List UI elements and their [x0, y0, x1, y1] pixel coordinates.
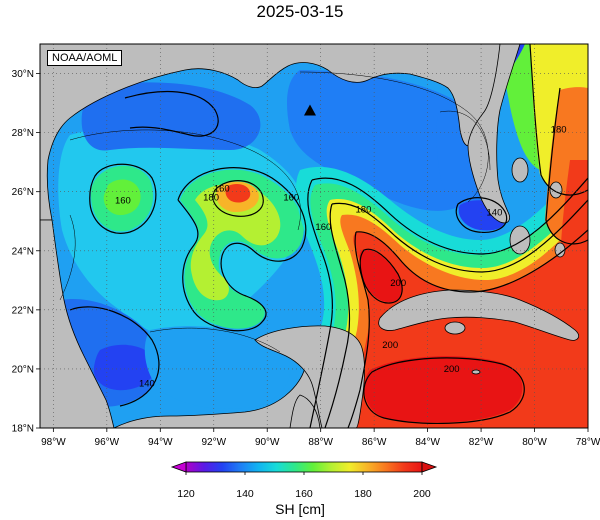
lat-tick-label: 20°N: [12, 364, 34, 375]
contour-160-loop-south: [307, 179, 333, 428]
southwest-core: [93, 344, 156, 391]
loop-red-core: [359, 249, 403, 303]
lat-tick-label: 18°N: [12, 424, 34, 435]
lon-tick-label: 78°W: [576, 437, 600, 448]
contour-label: 140: [139, 379, 155, 390]
lat-tick-label: 30°N: [12, 69, 34, 80]
contour-180-loop: [331, 199, 588, 273]
lon-tick-label: 88°W: [308, 437, 333, 448]
thin-contour-4: [149, 327, 281, 353]
mexico-west-coast: [40, 219, 115, 428]
contour-200-atlantic: [545, 87, 588, 245]
isle-of-youth: [444, 321, 466, 335]
lon-tick-label: 92°W: [201, 437, 226, 448]
contour-180-central: [212, 180, 264, 217]
lon-tick-label: 86°W: [362, 437, 387, 448]
yucatan-peninsula: [254, 325, 366, 428]
contour-label: 140: [487, 207, 503, 218]
colorbar: 120 140 160 180 200: [170, 461, 438, 500]
contours: [69, 44, 588, 428]
west-green-core: [103, 179, 141, 216]
lon-tick-label: 96°W: [95, 437, 120, 448]
lon-tick-label: 82°W: [469, 437, 494, 448]
colorbar-tick-label: 120: [177, 488, 195, 500]
central-eddy-red: [225, 184, 251, 203]
caribbean-core: [364, 356, 523, 423]
latitude-axis: 18°N 20°N 22°N 24°N 26°N 28°N 30°N: [12, 69, 40, 435]
contour-180-atlantic: [529, 44, 588, 196]
contour-160-west: [89, 163, 157, 234]
colorbar-label: SH [cm]: [275, 501, 325, 517]
thin-contour-2: [59, 214, 76, 301]
lon-tick-label: 84°W: [415, 437, 440, 448]
colorbar-low-arrow-icon: [170, 461, 187, 473]
contour-160-central: [177, 167, 307, 332]
lat-tick-label: 22°N: [12, 305, 34, 316]
lat-tick-label: 24°N: [12, 246, 34, 257]
florida-peninsula: [467, 44, 521, 224]
colorbar-gradient: [185, 461, 423, 473]
thin-contour-5: [439, 110, 491, 171]
contour-label: 200: [444, 364, 460, 375]
bay-campeche-blue: [144, 326, 291, 410]
contour-180-loop-south: [324, 203, 351, 428]
cayman-islands: [471, 369, 481, 375]
triangle-marker-icon: [303, 104, 316, 116]
figure-title: 2025-03-15: [256, 2, 344, 21]
contour-label: 200: [382, 340, 398, 351]
lon-tick-label: 94°W: [148, 437, 173, 448]
thin-contour-1: [69, 129, 301, 231]
contour-label: 160: [283, 193, 299, 204]
contour-label: 160: [115, 196, 131, 207]
contour-200-loop-south: [347, 231, 370, 428]
central-eddy-yellow: [190, 183, 281, 301]
contour-label: 180: [551, 125, 567, 136]
contour-200-core: [359, 248, 403, 304]
contour-200-loop: [355, 229, 588, 293]
longitude-axis: 98°W 96°W 94°W 92°W 90°W 88°W 86°W 84°W 82°W 80°W…: [41, 428, 600, 448]
contour-140-north: [124, 91, 219, 137]
contour-label: 160: [315, 222, 331, 233]
contour-label: 160: [214, 184, 230, 195]
colorbar-tick-label: 200: [413, 488, 431, 500]
colorbar-tick-label: 160: [295, 488, 313, 500]
colorbar-tick-label: 180: [354, 488, 372, 500]
contour-160-loop: [311, 177, 588, 255]
east-basin-blue: [287, 70, 491, 211]
contour-label: 180: [356, 204, 372, 215]
colorbar-high-arrow-icon: [421, 461, 438, 473]
contour-140-florida: [455, 197, 508, 233]
credit-label: NOAA/AOML: [47, 50, 123, 66]
contour-label: 200: [390, 278, 406, 289]
thin-contour-3: [299, 71, 489, 203]
andros-island: [509, 225, 531, 255]
bahamas-2: [549, 181, 563, 199]
lat-tick-label: 26°N: [12, 187, 34, 198]
west-low-blue: [81, 82, 261, 151]
gridlines: [40, 44, 588, 428]
central-america-coast: [289, 394, 321, 428]
bahamas-1: [511, 157, 529, 183]
cuba: [378, 289, 579, 341]
lat-tick-label: 28°N: [12, 128, 34, 139]
contour-label: 180: [203, 193, 219, 204]
map-frame: [39, 43, 589, 429]
contour-140-southwest: [69, 306, 160, 407]
thin-contours: [59, 71, 491, 353]
lon-tick-label: 98°W: [41, 437, 66, 448]
lon-tick-label: 90°W: [255, 437, 280, 448]
colorbar-ticks: 120 140 160 180 200: [177, 472, 431, 500]
colorbar-tick-label: 140: [236, 488, 254, 500]
contour-200-caribbean: [363, 357, 525, 424]
lon-tick-label: 80°W: [522, 437, 547, 448]
